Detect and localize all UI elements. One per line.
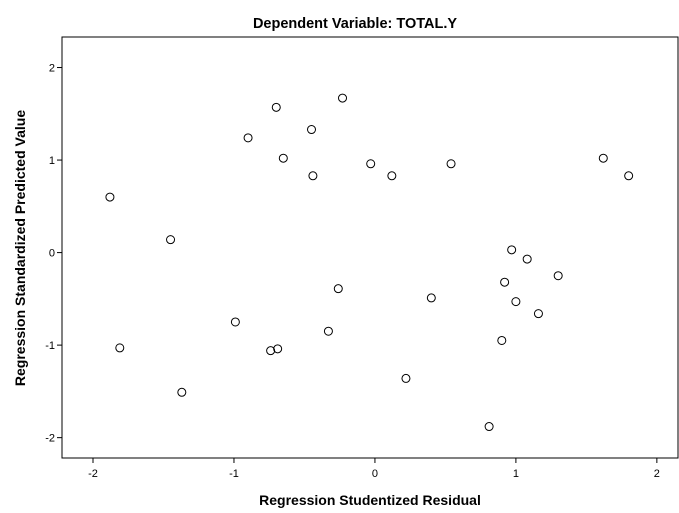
data-point — [177, 387, 187, 397]
data-point — [308, 171, 318, 181]
data-point — [271, 102, 281, 112]
x-tick-label: -1 — [229, 468, 239, 480]
x-tick-label: 2 — [654, 468, 660, 480]
data-point — [307, 125, 317, 135]
data-point — [533, 309, 543, 319]
data-point — [401, 373, 411, 383]
data-point — [511, 297, 521, 307]
y-axis-title: Regression Standardized Predicted Value — [12, 110, 28, 386]
data-point — [366, 159, 376, 169]
data-point — [243, 133, 253, 143]
data-point — [497, 335, 507, 345]
data-point — [273, 344, 283, 354]
y-tick-label: 0 — [49, 248, 55, 260]
data-point — [333, 284, 343, 294]
data-point — [166, 235, 176, 245]
plot-area — [61, 36, 679, 459]
x-tick-label: 0 — [372, 468, 378, 480]
x-tick-label: -2 — [88, 468, 98, 480]
data-point — [338, 93, 348, 103]
data-point — [426, 293, 436, 303]
data-point — [446, 159, 456, 169]
data-point — [266, 346, 276, 356]
data-point — [278, 153, 288, 163]
data-point — [624, 171, 634, 181]
chart-title: Dependent Variable: TOTAL.Y — [253, 16, 457, 32]
data-point — [598, 153, 608, 163]
y-tick-label: -2 — [45, 433, 55, 445]
y-axis-ticks: -2 -1 0 1 2 — [45, 63, 62, 445]
y-tick-label: 1 — [49, 155, 55, 167]
y-tick-label: -1 — [45, 340, 55, 352]
data-point — [553, 271, 563, 281]
data-point — [323, 326, 333, 336]
data-point — [522, 254, 532, 264]
x-axis-ticks: -2 -1 0 1 2 — [88, 458, 660, 480]
data-point — [507, 245, 517, 255]
data-point — [105, 192, 115, 202]
data-points — [105, 93, 634, 432]
data-point — [387, 171, 397, 181]
data-point — [115, 343, 125, 353]
y-tick-label: 2 — [49, 63, 55, 75]
x-axis-title: Regression Studentized Residual — [259, 492, 481, 508]
x-tick-label: 1 — [513, 468, 519, 480]
data-point — [500, 277, 510, 287]
data-point — [230, 317, 240, 327]
data-point — [484, 422, 494, 432]
